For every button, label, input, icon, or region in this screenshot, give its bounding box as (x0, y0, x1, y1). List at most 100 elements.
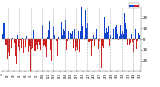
Bar (17, 35, 18, 39)
Bar (24, 34, 25, 39)
Bar (84, 38, 85, 39)
Bar (103, 39, 104, 48)
Bar (86, 28, 87, 39)
Bar (139, 39, 140, 40)
Bar (128, 25, 129, 39)
Bar (118, 39, 119, 40)
Bar (76, 39, 77, 47)
Bar (121, 34, 122, 39)
Bar (137, 39, 138, 41)
Bar (20, 39, 21, 40)
Bar (129, 39, 130, 45)
Bar (87, 23, 88, 39)
Bar (104, 17, 105, 39)
Bar (74, 29, 75, 39)
Bar (134, 39, 135, 40)
Bar (6, 39, 7, 45)
Bar (45, 39, 46, 47)
Bar (3, 23, 4, 39)
Bar (81, 7, 82, 39)
Bar (106, 28, 107, 39)
Bar (82, 26, 83, 39)
Bar (28, 39, 29, 52)
Bar (9, 39, 10, 56)
Bar (136, 39, 137, 49)
Bar (79, 39, 80, 52)
Bar (138, 33, 139, 39)
Bar (89, 39, 90, 42)
Bar (7, 39, 8, 61)
Bar (40, 39, 41, 50)
Bar (102, 39, 103, 46)
Bar (68, 31, 69, 39)
Bar (98, 39, 99, 49)
Bar (113, 29, 114, 39)
Bar (108, 26, 109, 39)
Bar (11, 39, 12, 48)
Bar (8, 39, 9, 52)
Bar (100, 39, 101, 43)
Bar (105, 33, 106, 39)
Bar (107, 32, 108, 39)
Bar (31, 39, 32, 49)
Bar (37, 39, 38, 49)
Bar (56, 39, 57, 41)
Bar (135, 29, 136, 39)
Bar (64, 31, 65, 39)
Bar (77, 39, 78, 50)
Bar (114, 24, 115, 39)
Bar (67, 39, 68, 41)
Bar (53, 27, 54, 39)
Bar (130, 39, 131, 43)
Bar (133, 39, 134, 52)
Bar (95, 38, 96, 39)
Bar (2, 34, 3, 39)
Bar (131, 34, 132, 39)
Bar (75, 39, 76, 51)
Bar (42, 25, 43, 39)
Bar (25, 39, 26, 47)
Bar (39, 39, 40, 46)
Bar (34, 39, 35, 51)
Bar (69, 39, 70, 42)
Bar (115, 27, 116, 39)
Bar (78, 31, 79, 39)
Bar (99, 39, 100, 41)
Bar (132, 39, 133, 42)
Bar (112, 38, 113, 39)
Bar (33, 30, 34, 39)
Bar (15, 39, 16, 56)
Bar (72, 34, 73, 39)
Bar (19, 39, 20, 51)
Bar (49, 21, 50, 39)
Bar (36, 39, 37, 45)
Bar (51, 39, 52, 61)
Bar (85, 10, 86, 39)
Bar (65, 20, 66, 39)
Bar (123, 34, 124, 39)
Bar (93, 35, 94, 39)
Bar (47, 37, 48, 39)
Bar (22, 38, 23, 39)
Bar (125, 23, 126, 39)
Bar (122, 31, 123, 39)
Bar (54, 35, 55, 39)
Bar (73, 39, 74, 48)
Bar (88, 39, 89, 42)
Bar (126, 29, 127, 39)
Bar (90, 39, 91, 41)
Bar (61, 22, 62, 39)
Bar (57, 39, 58, 56)
Bar (48, 30, 49, 39)
Bar (62, 35, 63, 39)
Bar (55, 39, 56, 41)
Bar (111, 30, 112, 39)
Bar (96, 29, 97, 39)
Bar (26, 36, 27, 39)
Legend: , : , (129, 3, 139, 8)
Bar (71, 34, 72, 39)
Bar (32, 39, 33, 48)
Bar (46, 39, 47, 58)
Bar (50, 39, 51, 50)
Bar (124, 13, 125, 39)
